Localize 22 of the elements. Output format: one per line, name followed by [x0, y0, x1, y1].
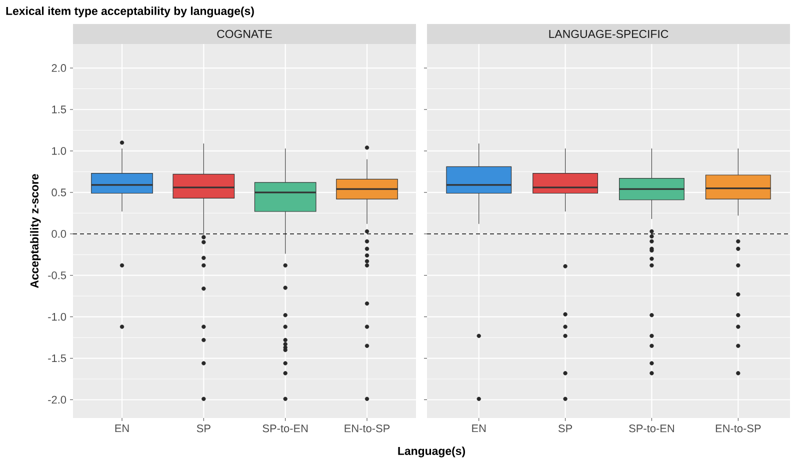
y-tick-label: 2.0: [52, 64, 66, 72]
y-tick-label: 0.0: [52, 230, 66, 238]
chart-subtitle: COGNATE: [217, 30, 272, 38]
y-axis-title: Acceptability z-score: [30, 174, 41, 288]
chart-subtitle: LANGUAGE-SPECIFIC: [549, 30, 668, 38]
y-tick-label: 1.0: [52, 147, 66, 155]
x-tick-label: SP: [558, 424, 572, 432]
x-tick-label: EN: [472, 424, 486, 432]
x-tick-label: SP: [196, 424, 210, 432]
chart-title: Lexical item type acceptability by language(s): [6, 6, 254, 18]
x-tick-label: EN-to-SP: [716, 424, 761, 432]
x-tick-label: EN: [115, 424, 129, 432]
x-tick-label: SP-to-EN: [262, 424, 308, 432]
y-tick-label: 0.5: [52, 188, 66, 196]
y-tick-label: -1.5: [48, 354, 66, 362]
x-tick-label: EN-to-SP: [344, 424, 390, 432]
x-axis-title: Language(s): [398, 446, 465, 458]
x-tick-label: SP-to-EN: [629, 424, 674, 432]
y-tick-label: -1.0: [48, 312, 66, 321]
y-tick-label: 1.5: [52, 106, 66, 114]
y-tick-label: -0.5: [48, 271, 66, 280]
y-tick-label: -2.0: [48, 396, 66, 404]
